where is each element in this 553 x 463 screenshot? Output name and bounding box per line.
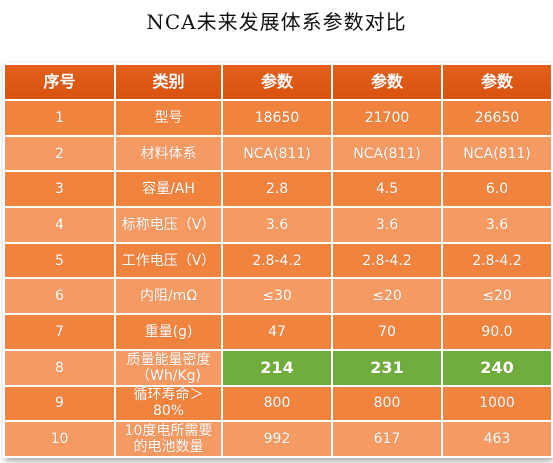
value-cell-21700: 2.8-4.2	[331, 241, 443, 280]
category-cell: 容量/AH	[114, 170, 223, 209]
value-cell-26650: NCA(811)	[441, 134, 553, 173]
value-cell-26650: 3.6	[441, 206, 553, 244]
value-cell-18650: 992	[221, 420, 333, 458]
row-index-cell: 6	[3, 277, 116, 316]
row-index-cell: 3	[3, 170, 116, 209]
table-row: 4 标称电压（V） 3.6 3.6 3.6	[3, 206, 553, 244]
value-cell-21700: 4.5	[331, 170, 443, 209]
category-cell: 10度电所需要的电池数量	[114, 420, 223, 458]
table-row: 7 重量(g) 47 70 90.0	[3, 313, 553, 351]
value-cell-21700: NCA(811)	[331, 134, 443, 173]
value-cell-26650: 6.0	[441, 170, 553, 209]
header-cell-param-18650: 参数	[221, 63, 333, 101]
value-cell-18650: 2.8-4.2	[221, 241, 333, 280]
row-index-cell: 1	[3, 99, 116, 137]
value-cell-26650: 26650	[441, 99, 553, 137]
table-row: 10 10度电所需要的电池数量 992 617 463	[3, 420, 553, 458]
category-cell: 工作电压（V）	[114, 241, 223, 280]
header-cell-param-21700: 参数	[331, 63, 443, 101]
value-cell-18650: 800	[221, 384, 333, 423]
value-cell-18650: 3.6	[221, 206, 333, 244]
value-cell-26650: 90.0	[441, 313, 553, 351]
value-cell-26650: ≤20	[441, 277, 553, 316]
category-cell: 质量能量密度（Wh/Kg)	[114, 348, 223, 387]
value-cell-21700: 21700	[331, 99, 443, 137]
value-cell-18650: NCA(811)	[221, 134, 333, 173]
header-cell-category: 类别	[114, 63, 223, 101]
value-cell-26650: 463	[441, 420, 553, 458]
row-index-cell: 7	[3, 313, 116, 351]
category-cell: 型号	[114, 99, 223, 137]
row-index-cell: 8	[3, 348, 116, 387]
value-cell-18650: 2.8	[221, 170, 333, 209]
row-index-cell: 5	[3, 241, 116, 280]
category-cell: 重量(g)	[114, 313, 223, 351]
value-cell-18650: 18650	[221, 99, 333, 137]
value-cell-21700: 231	[331, 348, 443, 387]
row-index-cell: 2	[3, 134, 116, 173]
value-cell-26650: 240	[441, 348, 553, 387]
header-cell-index: 序号	[3, 63, 116, 101]
category-cell: 标称电压（V）	[114, 206, 223, 244]
row-index-cell: 10	[3, 420, 116, 458]
value-cell-18650: 47	[221, 313, 333, 351]
value-cell-26650: 2.8-4.2	[441, 241, 553, 280]
value-cell-21700: ≤20	[331, 277, 443, 316]
header-cell-param-26650: 参数	[441, 63, 553, 101]
value-cell-18650: ≤30	[221, 277, 333, 316]
category-cell: 内阻/mΩ	[114, 277, 223, 316]
table-header-row: 序号 类别 参数 参数 参数	[3, 63, 553, 101]
table-row: 2 材料体系 NCA(811) NCA(811) NCA(811)	[3, 134, 553, 173]
row-index-cell: 9	[3, 384, 116, 423]
category-cell: 材料体系	[114, 134, 223, 173]
value-cell-21700: 800	[331, 384, 443, 423]
table-body: 1 型号 18650 21700 26650 2 材料体系 NCA(811) NCA(811) N…	[3, 99, 553, 458]
row-index-cell: 4	[3, 206, 116, 244]
value-cell-18650: 214	[221, 348, 333, 387]
table-row: 3 容量/AH 2.8 4.5 6.0	[3, 170, 553, 209]
table-row: 6 内阻/mΩ ≤30 ≤20 ≤20	[3, 277, 553, 316]
value-cell-21700: 617	[331, 420, 443, 458]
table-row: 1 型号 18650 21700 26650	[3, 99, 553, 137]
comparison-table: 序号 类别 参数 参数 参数 1 型号 18650 21700 26650 2 材料体系 NC…	[3, 63, 553, 458]
table-row: 9 循环寿命＞80% 800 800 1000	[3, 384, 553, 423]
table-row: 5 工作电压（V） 2.8-4.2 2.8-4.2 2.8-4.2	[3, 241, 553, 280]
table-row: 8 质量能量密度（Wh/Kg) 214 231 240	[3, 348, 553, 387]
value-cell-21700: 70	[331, 313, 443, 351]
page-title: NCA未来发展体系参数对比	[146, 10, 407, 34]
value-cell-26650: 1000	[441, 384, 553, 423]
category-cell: 循环寿命＞80%	[114, 384, 223, 423]
value-cell-21700: 3.6	[331, 206, 443, 244]
